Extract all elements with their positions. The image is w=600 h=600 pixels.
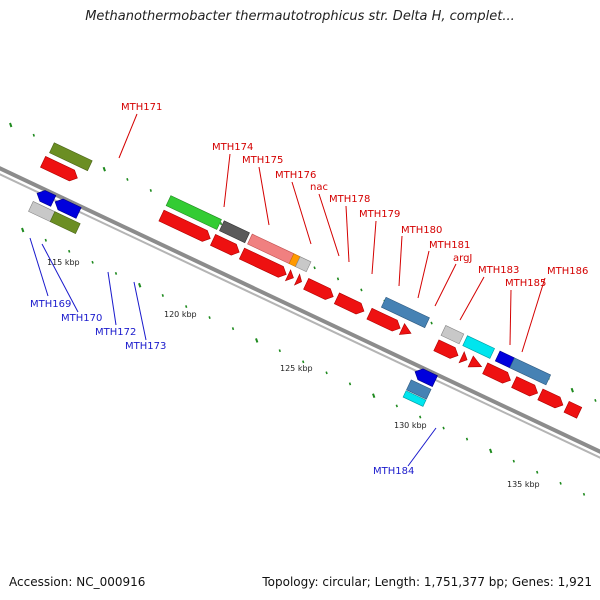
- gene-label-mth169[interactable]: MTH169: [30, 299, 71, 310]
- scale-label-130: 130 kbp: [394, 421, 427, 430]
- scale-label-135: 135 kbp: [507, 480, 540, 489]
- gene-label-mth183[interactable]: MTH183: [478, 265, 519, 276]
- tick-mark: [430, 321, 433, 325]
- tick-mark: [231, 327, 235, 331]
- gene-label-mth180[interactable]: MTH180: [401, 225, 442, 236]
- tick-mark: [419, 415, 422, 419]
- forward-gene-labels: MTH171 MTH174 MTH175 MTH176 nac MTH178 M…: [121, 102, 588, 289]
- tick-mark: [208, 316, 211, 320]
- forward-feature-row[interactable]: [49, 141, 552, 387]
- gene-track[interactable]: [0, 93, 589, 468]
- tick-mark: [9, 122, 13, 128]
- forward-leader-lines: [118, 113, 546, 353]
- gene-label-mth171[interactable]: MTH171: [121, 102, 162, 113]
- gene-label-mth174[interactable]: MTH174: [212, 142, 253, 153]
- tick-mark: [559, 481, 562, 485]
- reverse-cds-row[interactable]: [0, 138, 438, 387]
- scale-label-120: 120 kbp: [164, 310, 197, 319]
- gene-label-mth184[interactable]: MTH184: [373, 466, 414, 477]
- reverse-feature-row[interactable]: [0, 151, 432, 407]
- reverse-gene-labels: MTH169 MTH170 MTH172 MTH173 MTH184: [30, 299, 414, 477]
- tick-mark: [91, 260, 94, 264]
- accession-text: Accession: NC_000916: [9, 575, 146, 589]
- tick-mark: [442, 426, 445, 430]
- gene-label-mth172[interactable]: MTH172: [95, 327, 136, 338]
- tick-mark: [536, 470, 539, 474]
- tick-mark: [68, 249, 71, 253]
- tick-mark: [161, 294, 164, 297]
- gene-label-mth181[interactable]: MTH181: [429, 240, 470, 251]
- gene-label-mth170[interactable]: MTH170: [61, 313, 102, 324]
- tick-mark: [278, 349, 281, 353]
- scale-label-125: 125 kbp: [280, 364, 313, 373]
- tick-mark: [594, 398, 597, 402]
- forward-cds-row[interactable]: [40, 155, 583, 420]
- gene-label-mth175[interactable]: MTH175: [242, 155, 283, 166]
- gene-label-mth173[interactable]: MTH173: [125, 341, 166, 352]
- gene-label-mth186[interactable]: MTH186: [547, 266, 588, 277]
- gene-label-nac[interactable]: nac: [310, 182, 328, 193]
- scale-labels: 115 kbp 120 kbp 125 kbp 130 kbp 135 kbp: [47, 258, 540, 489]
- map-title: Methanothermobacter thermautotrophicus s…: [85, 9, 515, 24]
- tick-mark: [313, 266, 316, 270]
- tick-mark: [372, 393, 376, 399]
- tick-mark: [44, 238, 47, 242]
- tick-mark: [302, 360, 305, 364]
- tick-mark: [465, 437, 469, 441]
- tick-mark: [138, 282, 142, 288]
- tick-mark: [489, 448, 493, 454]
- genome-backbone: [0, 166, 600, 459]
- tick-mark: [102, 166, 106, 172]
- tick-mark: [149, 189, 152, 192]
- tick-mark: [255, 338, 259, 343]
- tick-mark: [512, 459, 515, 463]
- tick-mark: [360, 288, 363, 292]
- topology-text: Topology: circular; Length: 1,751,377 bp…: [262, 575, 592, 589]
- gene-label-argj[interactable]: argJ: [453, 253, 472, 264]
- tick-mark: [395, 404, 398, 408]
- tick-mark: [348, 382, 352, 386]
- tick-mark: [114, 271, 118, 275]
- tick-mark: [32, 133, 35, 137]
- tick-mark: [570, 387, 574, 393]
- gene-label-mth176[interactable]: MTH176: [275, 170, 316, 181]
- gene-label-mth178[interactable]: MTH178: [329, 194, 370, 205]
- tick-mark: [582, 492, 586, 496]
- tick-mark: [185, 305, 188, 308]
- tick-mark: [219, 222, 223, 226]
- tick-mark: [336, 277, 340, 281]
- tick-mark: [21, 227, 25, 233]
- tick-mark: [325, 371, 328, 375]
- reverse-leader-lines: [29, 237, 437, 467]
- gene-label-mth185[interactable]: MTH185: [505, 278, 546, 289]
- gene-label-mth179[interactable]: MTH179: [359, 209, 400, 220]
- tick-mark: [126, 177, 129, 181]
- scale-label-115: 115 kbp: [47, 258, 80, 267]
